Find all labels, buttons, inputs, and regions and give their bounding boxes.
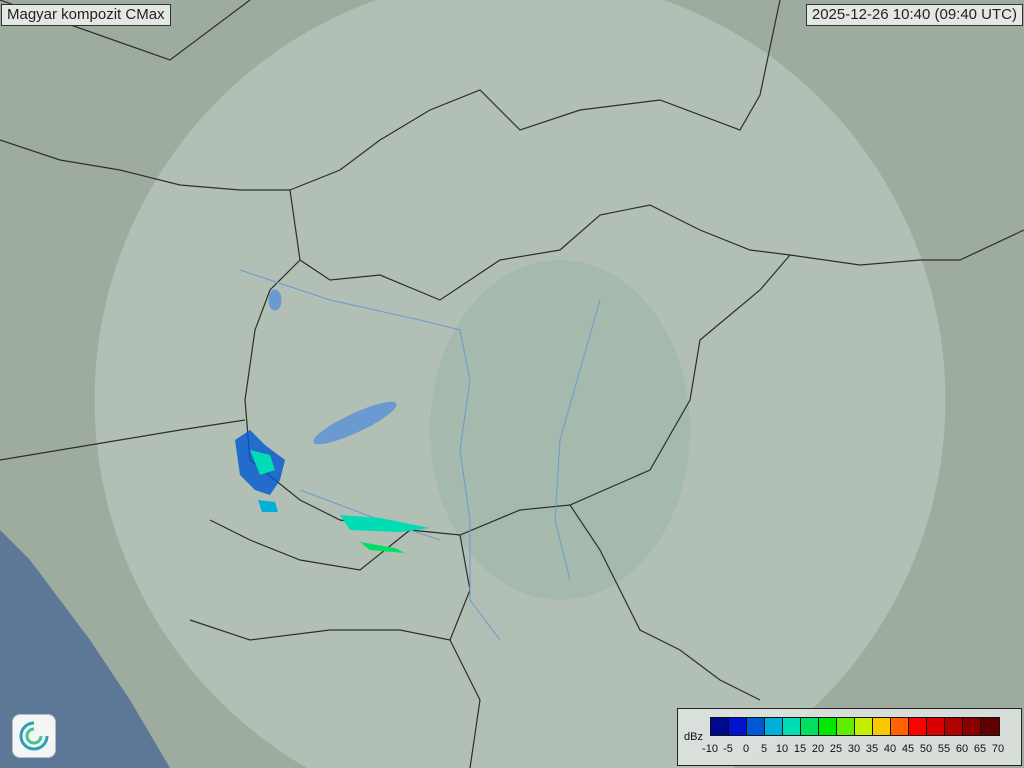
legend-color-bar bbox=[710, 717, 1000, 736]
legend-tick-label: 30 bbox=[847, 743, 861, 755]
legend-unit: dBz bbox=[684, 731, 703, 743]
legend-swatch bbox=[855, 718, 873, 735]
legend-swatch bbox=[783, 718, 801, 735]
echo-cell bbox=[360, 542, 405, 553]
great-plain bbox=[430, 260, 690, 600]
swirl-logo-icon bbox=[12, 714, 56, 758]
legend-swatch bbox=[873, 718, 891, 735]
legend-swatch bbox=[891, 718, 909, 735]
echo-cell bbox=[250, 450, 275, 475]
legend-swatch bbox=[837, 718, 855, 735]
rivers-and-lakes bbox=[239, 269, 601, 641]
legend-tick-label: 25 bbox=[829, 743, 843, 755]
legend-swatch bbox=[801, 718, 819, 735]
legend-tick-label: 5 bbox=[760, 743, 768, 755]
legend-tick-label: 50 bbox=[919, 743, 933, 755]
legend-ticks: -10 -5 0 5 10 15 20 25 30 35 40 45 50 55 60 65 70 bbox=[702, 743, 1016, 763]
legend-tick-label: 20 bbox=[811, 743, 825, 755]
legend-tick-label: -5 bbox=[723, 743, 733, 755]
legend-swatch bbox=[765, 718, 783, 735]
legend-swatch bbox=[819, 718, 837, 735]
legend-swatch bbox=[747, 718, 765, 735]
legend-tick-label: -10 bbox=[702, 743, 718, 755]
timestamp-label: 2025-12-26 10:40 (09:40 UTC) bbox=[805, 4, 1023, 26]
legend-tick-label: 0 bbox=[742, 743, 750, 755]
legend-swatch bbox=[909, 718, 927, 735]
legend-swatch bbox=[729, 718, 747, 735]
adriatic-sea bbox=[0, 530, 170, 768]
radar-echoes bbox=[235, 430, 430, 553]
dbz-legend: dBz -10 -5 0 5 10 15 20 25 30 35 40 45 50 55 60 65 70 bbox=[677, 708, 1022, 766]
legend-tick-label: 65 bbox=[973, 743, 987, 755]
legend-tick-label: 60 bbox=[955, 743, 969, 755]
legend-tick-label: 35 bbox=[865, 743, 879, 755]
legend-tick-label: 15 bbox=[793, 743, 807, 755]
echo-cell bbox=[340, 515, 430, 532]
legend-swatch bbox=[981, 718, 999, 735]
product-title: Magyar kompozit CMax bbox=[1, 4, 171, 26]
legend-tick-label: 10 bbox=[775, 743, 789, 755]
legend-tick-label: 40 bbox=[883, 743, 897, 755]
legend-swatch bbox=[963, 718, 981, 735]
legend-swatch bbox=[711, 718, 729, 735]
legend-swatch bbox=[945, 718, 963, 735]
radar-coverage-area bbox=[94, 0, 946, 768]
legend-tick-label: 55 bbox=[937, 743, 951, 755]
legend-tick-label: 45 bbox=[901, 743, 915, 755]
legend-swatch bbox=[927, 718, 945, 735]
echo-cell bbox=[258, 500, 278, 512]
legend-tick-label: 70 bbox=[991, 743, 1005, 755]
